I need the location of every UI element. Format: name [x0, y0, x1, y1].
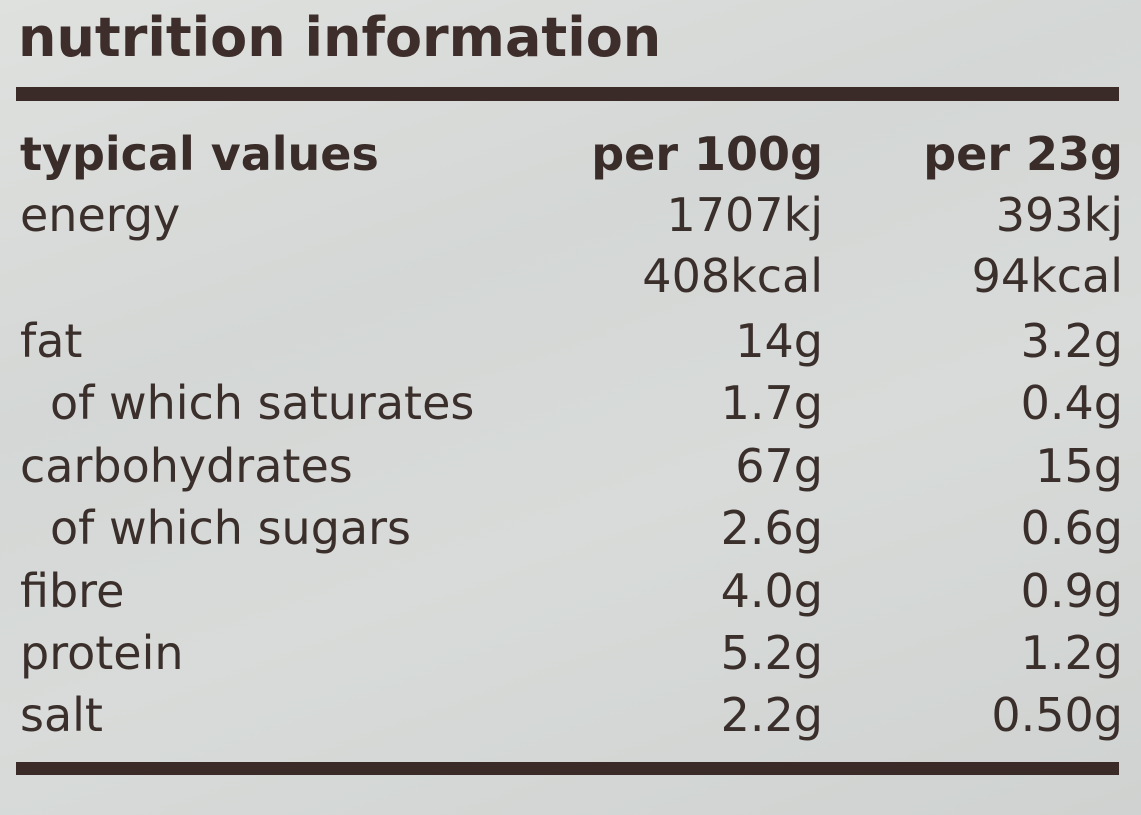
table-row-energy-kcal: 408kcal 94kcal	[0, 245, 1141, 307]
nutrition-title: nutrition information	[18, 6, 662, 69]
nutrient-name: of which sugars	[50, 501, 411, 555]
nutrient-name: protein	[20, 626, 184, 680]
table-row-fat: fat 14g 3.2g	[0, 310, 1141, 372]
value-per-23g: 0.6g	[1020, 501, 1123, 555]
nutrient-name: energy	[20, 188, 181, 242]
header-per-100g: per 100g	[591, 127, 823, 181]
value-per-100g: 67g	[735, 439, 823, 493]
value-per-100g: 1707kj	[666, 188, 824, 242]
value-per-100g: 4.0g	[720, 564, 823, 618]
nutrient-name: carbohydrates	[20, 439, 353, 493]
value-per-100g: 2.2g	[720, 688, 823, 742]
table-row-fibre: fibre 4.0g 0.9g	[0, 560, 1141, 622]
value-per-23g: 1.2g	[1020, 626, 1123, 680]
bottom-rule	[16, 762, 1119, 775]
nutrient-name: fat	[20, 314, 83, 368]
value-per-100g: 1.7g	[720, 376, 823, 430]
value-per-23g: 0.50g	[991, 688, 1123, 742]
value-per-23g: 0.4g	[1020, 376, 1123, 430]
nutrient-name: fibre	[20, 564, 125, 618]
table-row-saturates: of which saturates 1.7g 0.4g	[0, 372, 1141, 434]
header-per-23g: per 23g	[923, 127, 1123, 181]
table-row-carbohydrates: carbohydrates 67g 15g	[0, 435, 1141, 497]
value-per-23g: 94kcal	[971, 249, 1123, 303]
table-row-sugars: of which sugars 2.6g 0.6g	[0, 497, 1141, 559]
value-per-23g: 15g	[1035, 439, 1123, 493]
value-per-100g: 14g	[735, 314, 823, 368]
table-row-salt: salt 2.2g 0.50g	[0, 684, 1141, 746]
value-per-100g: 408kcal	[642, 249, 823, 303]
value-per-23g: 3.2g	[1020, 314, 1123, 368]
table-row-energy-kj: energy 1707kj 393kj	[0, 184, 1141, 246]
nutrient-name: salt	[20, 688, 103, 742]
top-rule	[16, 87, 1119, 101]
header-typical-values: typical values	[20, 127, 379, 181]
table-header-row: typical values per 100g per 23g	[0, 123, 1141, 185]
table-row-protein: protein 5.2g 1.2g	[0, 622, 1141, 684]
value-per-100g: 2.6g	[720, 501, 823, 555]
value-per-100g: 5.2g	[720, 626, 823, 680]
nutrient-name: of which saturates	[50, 376, 475, 430]
value-per-23g: 0.9g	[1020, 564, 1123, 618]
value-per-23g: 393kj	[995, 188, 1123, 242]
